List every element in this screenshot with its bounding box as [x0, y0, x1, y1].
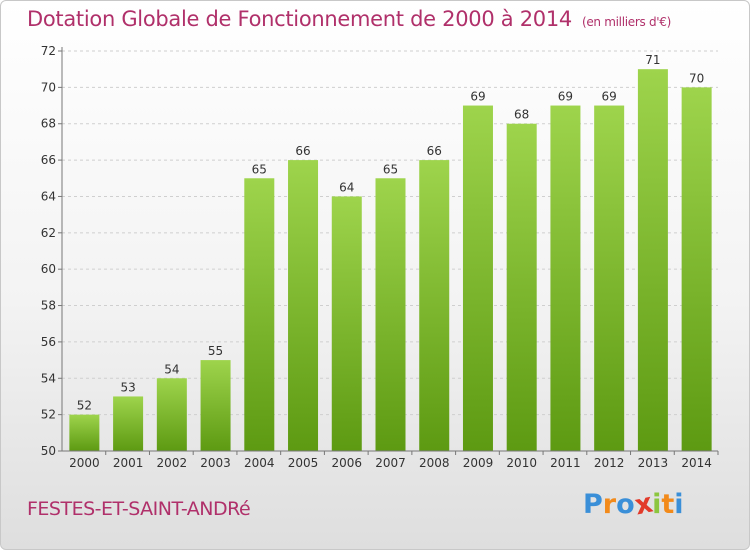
bar-2001: [113, 396, 144, 451]
bar-2009: [462, 105, 493, 451]
x-tick-label: 2009: [463, 456, 494, 470]
y-tick-label: 66: [41, 153, 56, 167]
x-tick-label: 2010: [506, 456, 537, 470]
data-label: 65: [252, 162, 267, 176]
data-label: 68: [514, 108, 529, 122]
x-tick-label: 2007: [375, 456, 406, 470]
x-tick-label: 2013: [638, 456, 669, 470]
axes: 50 52 54 56 58 60 62 64 66 68 70 72 2000 2001 2002 2003…: [41, 44, 719, 470]
logo-letter: i: [674, 489, 684, 520]
chart-title: Dotation Globale de Fonctionnement de 20…: [27, 7, 671, 31]
x-tick-label: 2000: [69, 456, 100, 470]
x-tick-label: 2005: [288, 456, 319, 470]
data-label: 66: [427, 144, 442, 158]
logo-letter: i: [652, 489, 662, 520]
bar-2002: [156, 378, 187, 451]
x-tick-label: 2001: [113, 456, 144, 470]
y-tick-label: 56: [41, 335, 56, 349]
x-tick-label: 2004: [244, 456, 275, 470]
data-label: 71: [645, 53, 660, 67]
bar-2004: [244, 178, 275, 452]
y-tick-label: 52: [41, 408, 56, 422]
bar-2008: [419, 160, 450, 451]
data-label: 65: [383, 162, 398, 176]
y-tick-label: 62: [41, 226, 56, 240]
bar-2011: [550, 105, 581, 451]
x-tick-label: 2003: [200, 456, 231, 470]
x-tick-label: 2006: [331, 456, 362, 470]
logo-letter: t: [661, 489, 675, 520]
y-tick-label: 64: [41, 189, 56, 203]
bar-2013: [637, 69, 668, 451]
x-tick-label: 2011: [550, 456, 581, 470]
data-label: 54: [164, 362, 179, 376]
bars: [69, 69, 712, 452]
y-tick-label: 72: [41, 44, 56, 58]
data-label: 70: [689, 71, 704, 85]
data-label: 52: [77, 399, 92, 413]
data-label: 53: [120, 380, 135, 394]
bar-2006: [331, 196, 362, 451]
y-tick-label: 54: [41, 371, 56, 385]
logo-letter: P: [583, 489, 603, 520]
bar-2000: [69, 414, 100, 451]
x-tick-label: 2012: [594, 456, 625, 470]
chart-title-text: Dotation Globale de Fonctionnement de 20…: [27, 7, 572, 31]
data-labels: 52 53 54 55 65 66 64 65 66 69 68 69 69 71 70: [77, 53, 705, 412]
bar-2005: [288, 160, 319, 451]
y-tick-label: 60: [41, 262, 56, 276]
y-tick-label: 58: [41, 299, 56, 313]
x-tick-label: 2014: [681, 456, 712, 470]
y-tick-label: 70: [41, 80, 56, 94]
commune-name: FESTES-ET-SAINT-ANDRé: [27, 498, 251, 520]
chart-unit: (en milliers d'€): [581, 15, 671, 29]
x-tick-label: 2008: [419, 456, 450, 470]
bar-2007: [375, 178, 406, 452]
y-tick-label: 50: [41, 444, 56, 458]
bar-2010: [506, 123, 537, 452]
bar-2003: [200, 360, 231, 451]
data-label: 66: [295, 144, 310, 158]
y-tick-label: 68: [41, 117, 56, 131]
x-tick-label: 2002: [157, 456, 188, 470]
proxiti-logo: Proxiti: [583, 488, 684, 522]
bar-2012: [594, 105, 625, 451]
data-label: 69: [558, 90, 573, 104]
data-label: 64: [339, 180, 354, 194]
data-label: 55: [208, 344, 223, 358]
bar-2014: [681, 87, 712, 451]
data-label: 69: [470, 90, 485, 104]
data-label: 69: [602, 90, 617, 104]
logo-letter: o: [616, 489, 635, 520]
logo-letter: r: [602, 489, 617, 520]
